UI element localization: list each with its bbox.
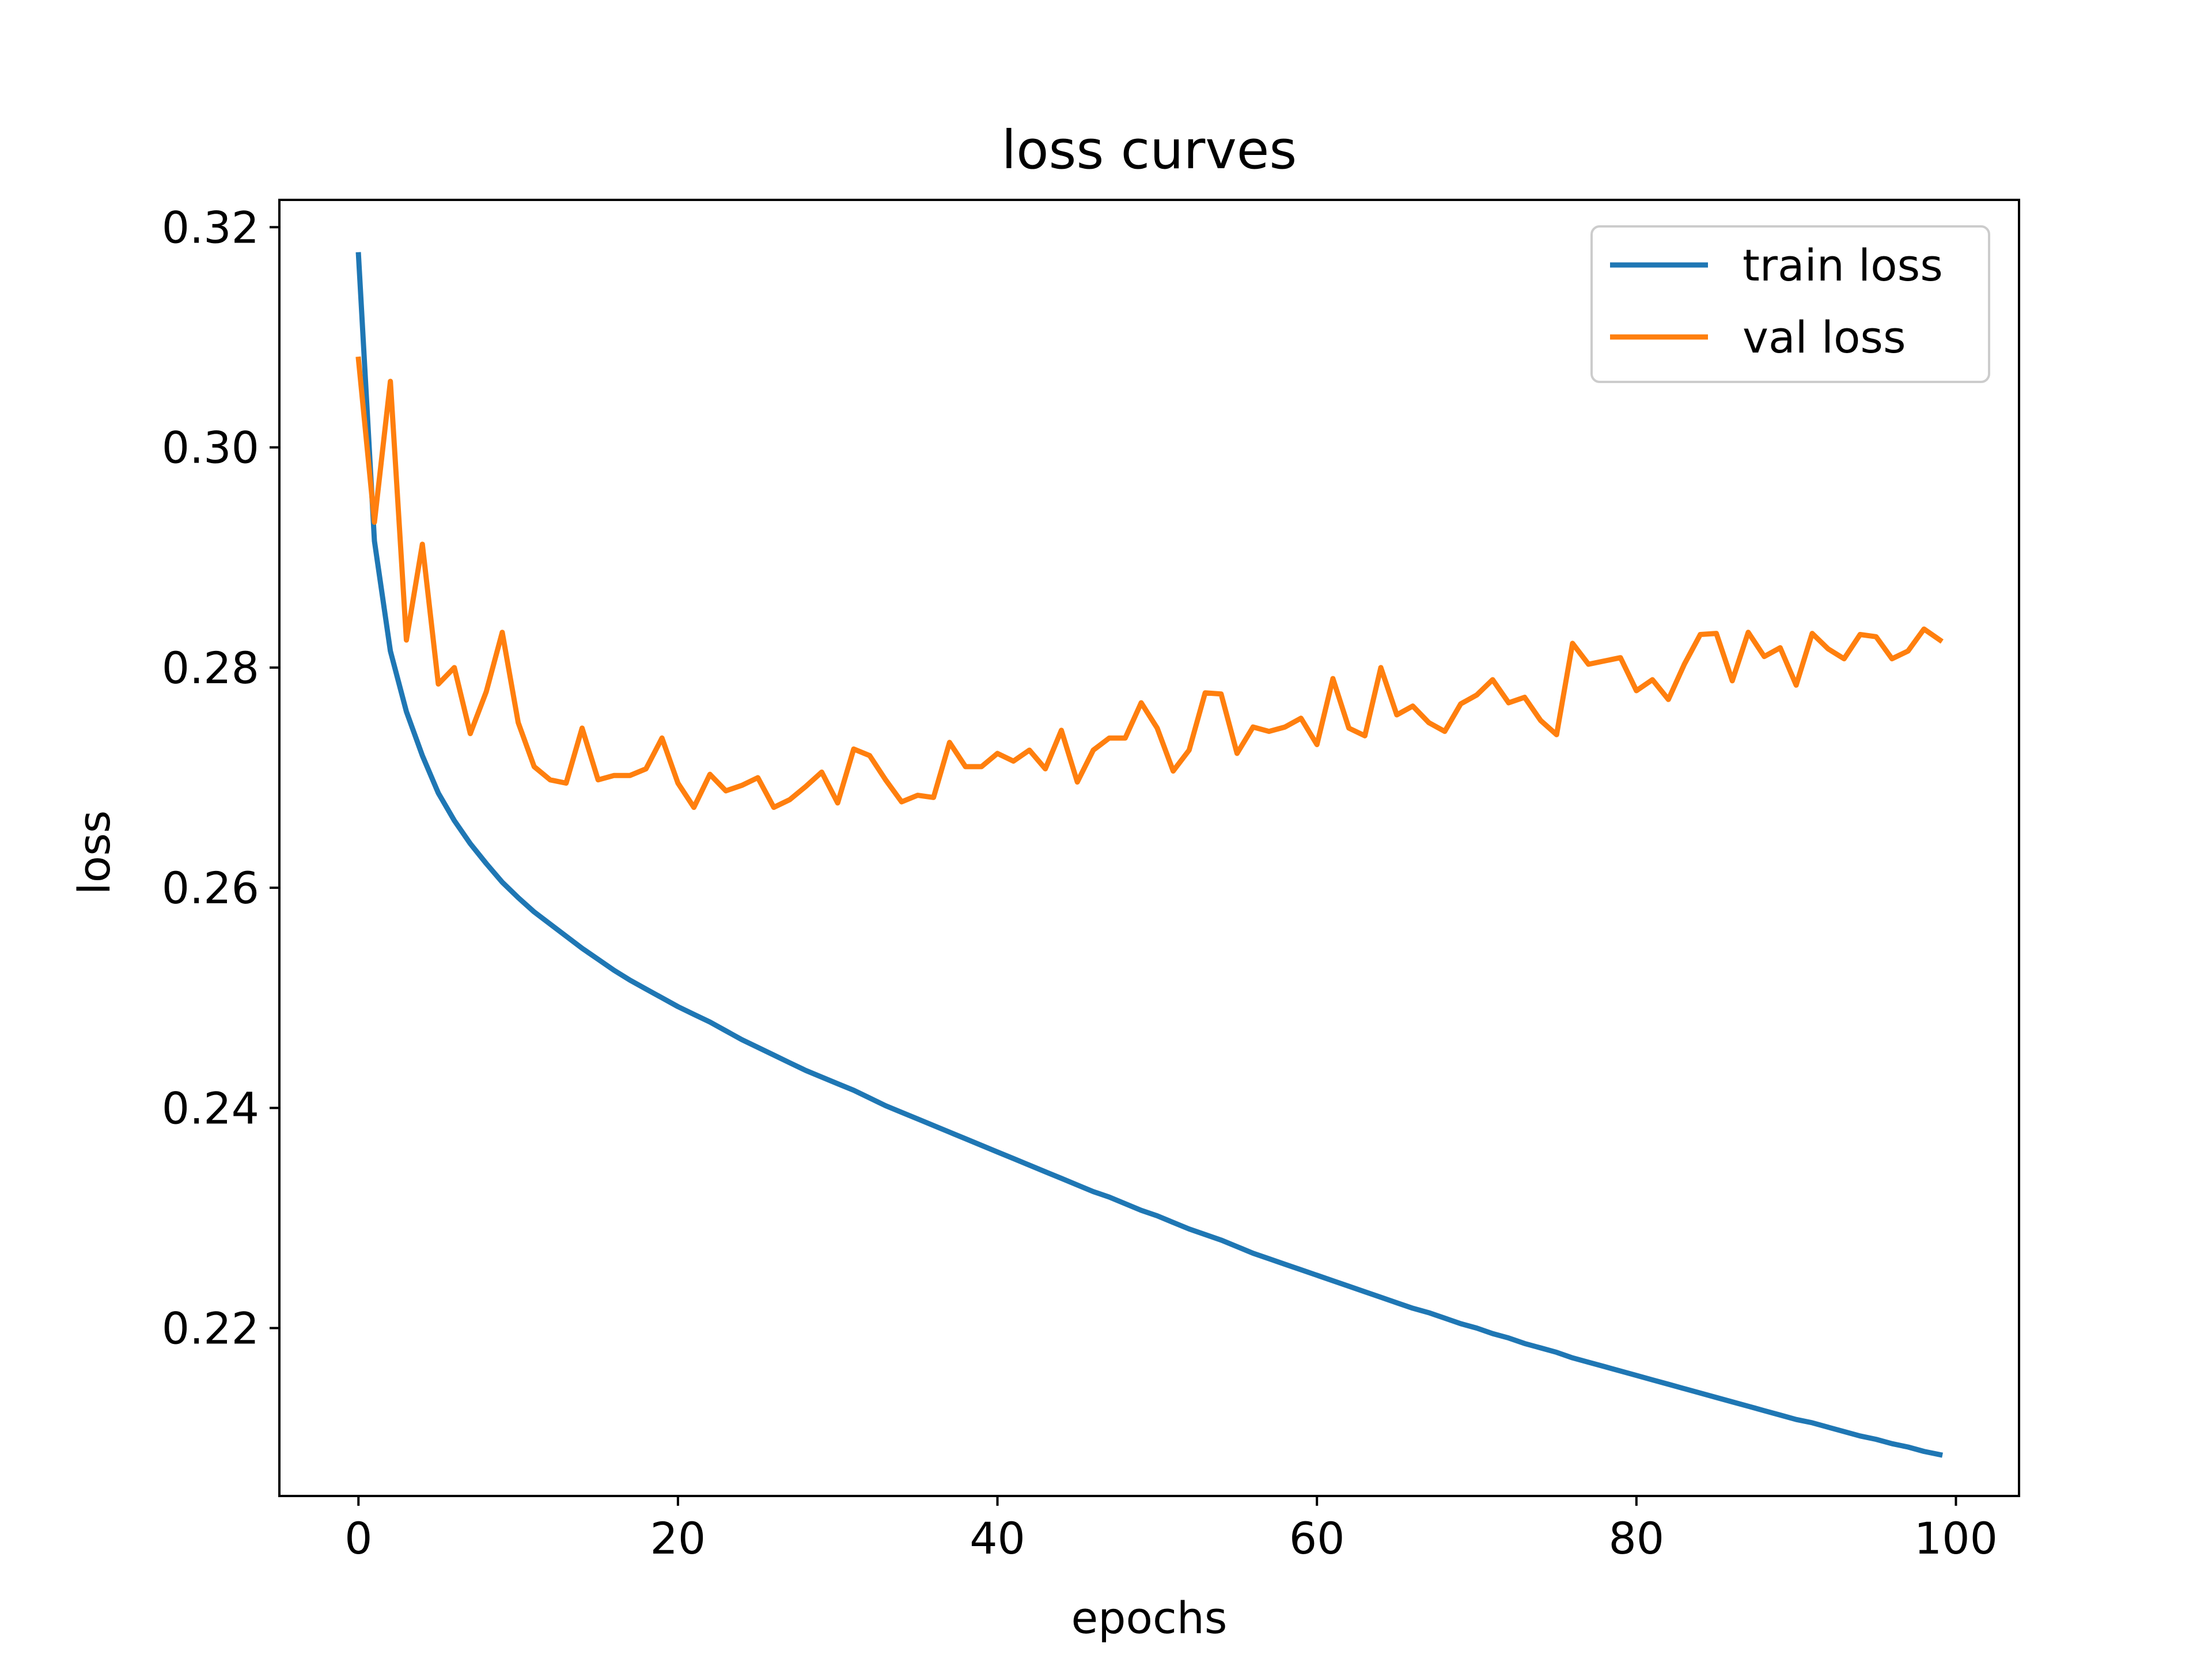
y-axis-label: loss [69, 810, 120, 895]
x-tick-label: 80 [1608, 1513, 1664, 1564]
x-tick-label: 60 [1289, 1513, 1345, 1564]
legend-label: train loss [1743, 240, 1943, 291]
y-tick-label: 0.28 [162, 642, 259, 694]
y-tick-label: 0.30 [162, 422, 259, 474]
x-axis-ticks: 0 20 40 60 80 100 [344, 1496, 1998, 1564]
series-line-train-loss [355, 252, 1944, 1458]
plot-area [278, 199, 2020, 1497]
legend: train loss val loss [1590, 225, 1990, 383]
axes-frame [278, 199, 2020, 1497]
x-tick-label: 0 [344, 1513, 372, 1564]
x-tick-label: 40 [969, 1513, 1025, 1564]
series-line-val-loss [355, 356, 1944, 810]
x-axis-label: epochs [1071, 1592, 1227, 1643]
y-tick-label: 0.22 [162, 1303, 259, 1354]
x-tick-label: 20 [650, 1513, 706, 1564]
x-tick-label: 100 [1914, 1513, 1998, 1564]
y-axis-ticks: 0.22 0.24 0.26 0.28 0.30 0.32 [162, 202, 279, 1354]
y-tick-label: 0.24 [162, 1082, 259, 1134]
legend-label: val loss [1743, 312, 1906, 363]
y-tick-label: 0.32 [162, 202, 259, 253]
chart-title: loss curves [1002, 119, 1297, 181]
y-tick-label: 0.26 [162, 862, 259, 914]
